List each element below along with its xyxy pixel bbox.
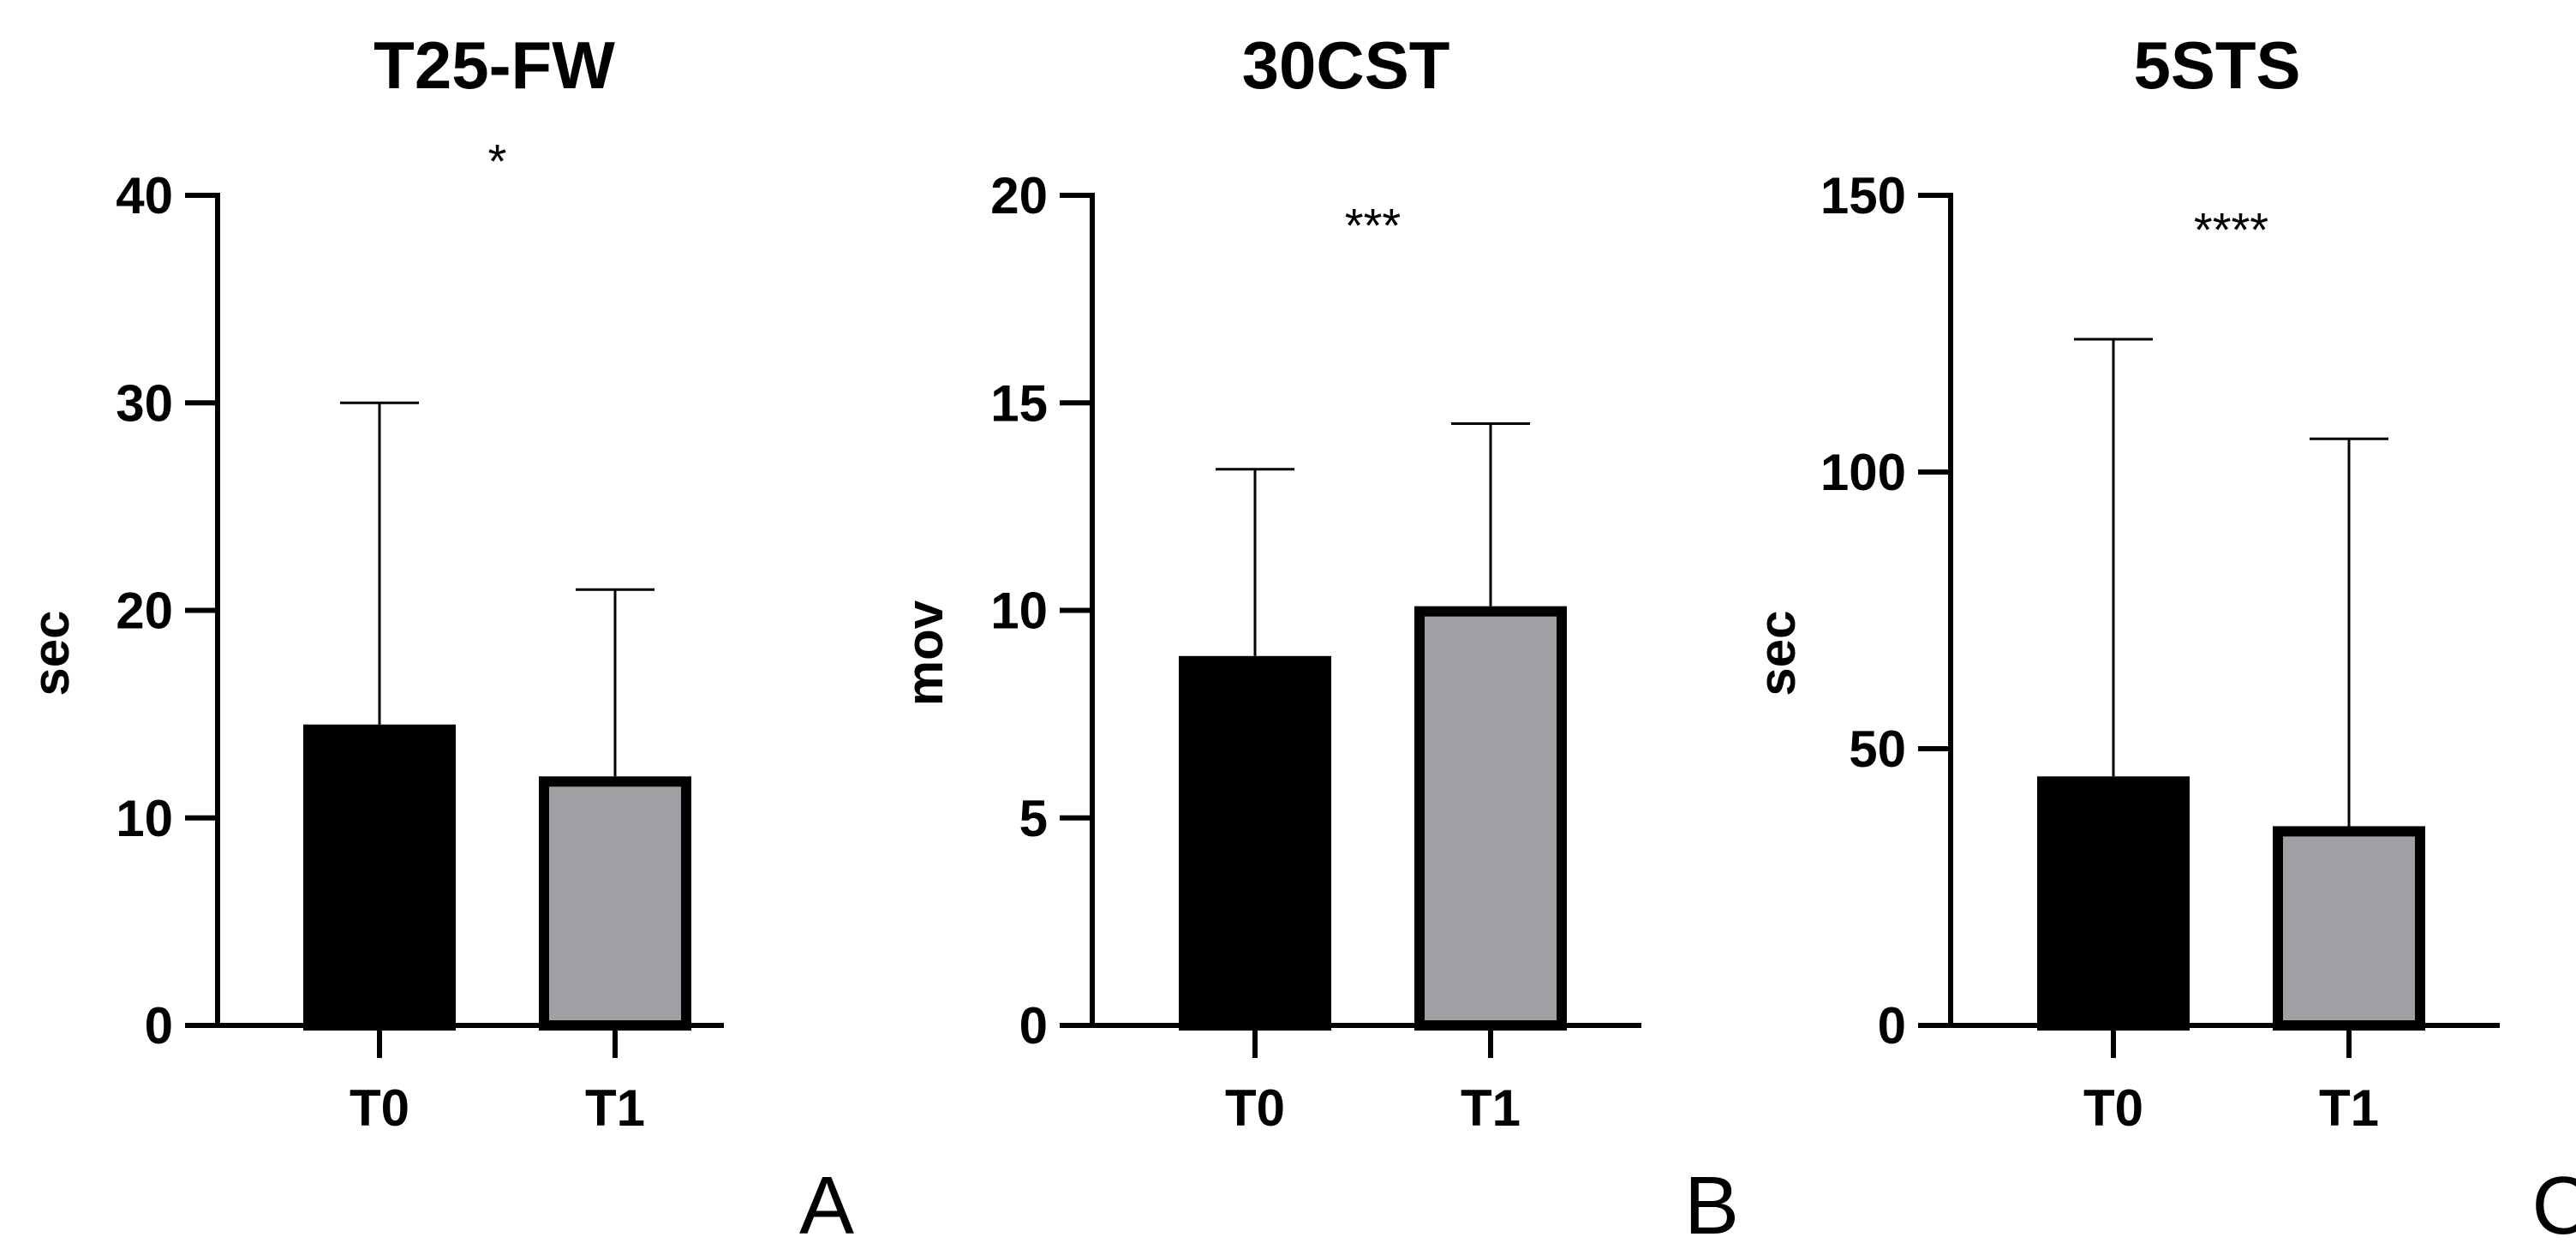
- x-tick-label-t1: T1: [2319, 1079, 2379, 1137]
- y-axis-label: mov: [896, 600, 953, 706]
- panel-a: T25-FW 0 10 20 30 40 T0 T1 sec * A: [22, 27, 854, 1249]
- panel-letter: A: [799, 1160, 854, 1249]
- bar-t0: [303, 724, 456, 1031]
- y-tick-label: 5: [1019, 790, 1048, 847]
- x-tick-label-t0: T0: [1225, 1079, 1285, 1137]
- chart-title: 30CST: [1242, 27, 1450, 103]
- x-tick-label-t0: T0: [350, 1079, 409, 1137]
- y-tick-label: 30: [116, 374, 173, 432]
- y-tick-label: 0: [145, 997, 173, 1055]
- panel-letter: C: [2531, 1160, 2576, 1249]
- y-tick-label: 50: [1849, 720, 1906, 778]
- y-tick-label: 150: [1820, 167, 1906, 224]
- y-tick-label: 20: [116, 583, 173, 640]
- bar-t0: [2037, 776, 2190, 1031]
- y-tick-label: 100: [1820, 444, 1906, 501]
- y-axis-label: sec: [22, 610, 80, 696]
- bar-t1: [539, 776, 691, 1031]
- panel-b: 30CST 0 5 10 15 20 T0 T1 mov *** B: [896, 27, 1739, 1249]
- y-tick-label: 40: [116, 167, 173, 224]
- y-tick-label: 15: [990, 374, 1048, 432]
- panel-c: 5STS 0 50 100 150 T0 T1 sec **** C: [1748, 27, 2576, 1249]
- significance-marker: ***: [1345, 199, 1401, 253]
- panel-letter: B: [1684, 1160, 1739, 1249]
- chart-title: T25-FW: [374, 27, 615, 103]
- y-axis-label: sec: [1748, 610, 1806, 696]
- y-tick-label: 10: [990, 583, 1048, 640]
- bar-t1: [2273, 826, 2425, 1031]
- x-tick-label-t1: T1: [585, 1079, 645, 1137]
- y-tick-label: 0: [1878, 997, 1906, 1055]
- chart-title: 5STS: [2133, 27, 2300, 103]
- bar-t0: [1179, 655, 1331, 1031]
- x-tick-label-t1: T1: [1461, 1079, 1521, 1137]
- significance-marker: ****: [2194, 202, 2268, 256]
- y-tick-label: 20: [990, 167, 1048, 224]
- bar-t1: [1414, 606, 1567, 1031]
- y-tick-label: 0: [1019, 997, 1048, 1055]
- significance-marker: *: [488, 134, 507, 188]
- y-tick-label: 10: [116, 790, 173, 847]
- x-tick-label-t0: T0: [2083, 1079, 2143, 1137]
